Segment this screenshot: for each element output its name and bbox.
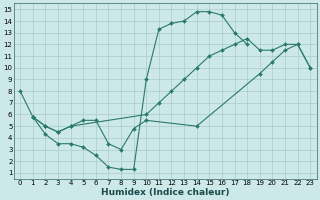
X-axis label: Humidex (Indice chaleur): Humidex (Indice chaleur) [101,188,229,197]
